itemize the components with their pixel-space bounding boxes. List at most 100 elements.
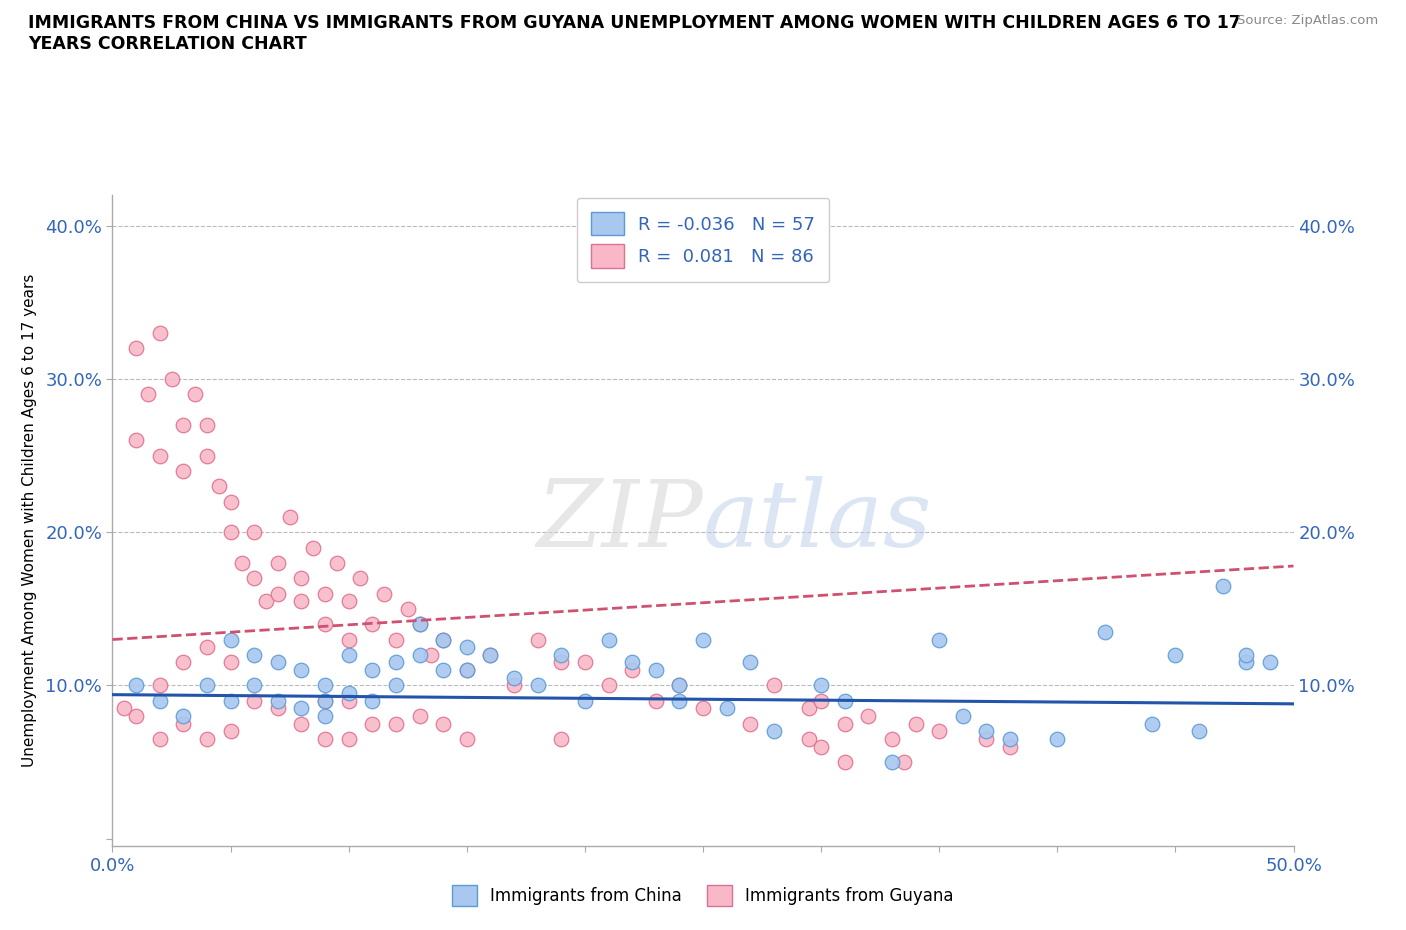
Point <box>195 640 218 655</box>
Legend: R = -0.036   N = 57, R =  0.081   N = 86: R = -0.036 N = 57, R = 0.081 N = 86 <box>576 198 830 282</box>
Point <box>172 716 194 731</box>
Point <box>267 555 290 570</box>
Point <box>195 448 218 463</box>
Point <box>550 655 572 670</box>
Point <box>904 716 927 731</box>
Point <box>243 525 266 539</box>
Point <box>420 647 443 662</box>
Point <box>880 732 903 747</box>
Point <box>550 732 572 747</box>
Point <box>290 593 312 608</box>
Point <box>231 555 253 570</box>
Point <box>125 433 148 448</box>
Point <box>668 678 690 693</box>
Point <box>432 663 454 678</box>
Point <box>160 372 183 387</box>
Point <box>644 694 666 709</box>
Point <box>385 632 408 647</box>
Point <box>644 663 666 678</box>
Point <box>740 716 762 731</box>
Point <box>396 602 419 617</box>
Point <box>361 694 384 709</box>
Point <box>314 678 336 693</box>
Point <box>243 694 266 709</box>
Point <box>1212 578 1234 593</box>
Point <box>810 678 832 693</box>
Point <box>858 709 880 724</box>
Point <box>1140 716 1163 731</box>
Point <box>692 701 714 716</box>
Point <box>550 647 572 662</box>
Point <box>598 632 620 647</box>
Point <box>526 678 548 693</box>
Point <box>385 678 408 693</box>
Point <box>432 716 454 731</box>
Point <box>432 632 454 647</box>
Point <box>762 724 785 738</box>
Point <box>290 571 312 586</box>
Point <box>976 724 998 738</box>
Point <box>1046 732 1069 747</box>
Point <box>408 647 430 662</box>
Point <box>290 716 312 731</box>
Point <box>1094 624 1116 639</box>
Point <box>243 678 266 693</box>
Point <box>172 709 194 724</box>
Point <box>125 678 148 693</box>
Point <box>574 655 596 670</box>
Point <box>290 701 312 716</box>
Point <box>479 647 502 662</box>
Point <box>621 663 644 678</box>
Point <box>479 647 502 662</box>
Text: IMMIGRANTS FROM CHINA VS IMMIGRANTS FROM GUYANA UNEMPLOYMENT AMONG WOMEN WITH CH: IMMIGRANTS FROM CHINA VS IMMIGRANTS FROM… <box>28 14 1241 53</box>
Point <box>834 754 856 769</box>
Point <box>373 586 395 601</box>
Point <box>834 716 856 731</box>
Point <box>125 709 148 724</box>
Point <box>172 418 194 432</box>
Point <box>267 694 290 709</box>
Point <box>998 739 1021 754</box>
Point <box>998 732 1021 747</box>
Point <box>337 647 360 662</box>
Point <box>834 694 856 709</box>
Point <box>290 663 312 678</box>
Point <box>243 571 266 586</box>
Point <box>408 709 430 724</box>
Text: Source: ZipAtlas.com: Source: ZipAtlas.com <box>1237 14 1378 27</box>
Point <box>149 732 172 747</box>
Point <box>172 463 194 478</box>
Text: atlas: atlas <box>703 476 932 565</box>
Point <box>326 555 349 570</box>
Point <box>112 701 135 716</box>
Point <box>243 647 266 662</box>
Point <box>668 678 690 693</box>
Point <box>184 387 207 402</box>
Point <box>810 739 832 754</box>
Point <box>799 732 821 747</box>
Point <box>408 617 430 631</box>
Legend: Immigrants from China, Immigrants from Guyana: Immigrants from China, Immigrants from G… <box>446 879 960 912</box>
Point <box>799 701 821 716</box>
Point <box>219 694 242 709</box>
Point <box>456 663 478 678</box>
Point <box>928 724 950 738</box>
Point <box>219 632 242 647</box>
Point <box>219 494 242 509</box>
Point <box>456 732 478 747</box>
Point <box>337 694 360 709</box>
Point <box>172 655 194 670</box>
Point <box>314 694 336 709</box>
Point <box>219 655 242 670</box>
Point <box>149 326 172 340</box>
Point <box>267 586 290 601</box>
Point <box>574 694 596 709</box>
Point <box>361 663 384 678</box>
Point <box>432 632 454 647</box>
Point <box>195 732 218 747</box>
Point <box>361 716 384 731</box>
Point <box>337 732 360 747</box>
Point <box>503 678 526 693</box>
Point <box>195 418 218 432</box>
Point <box>668 694 690 709</box>
